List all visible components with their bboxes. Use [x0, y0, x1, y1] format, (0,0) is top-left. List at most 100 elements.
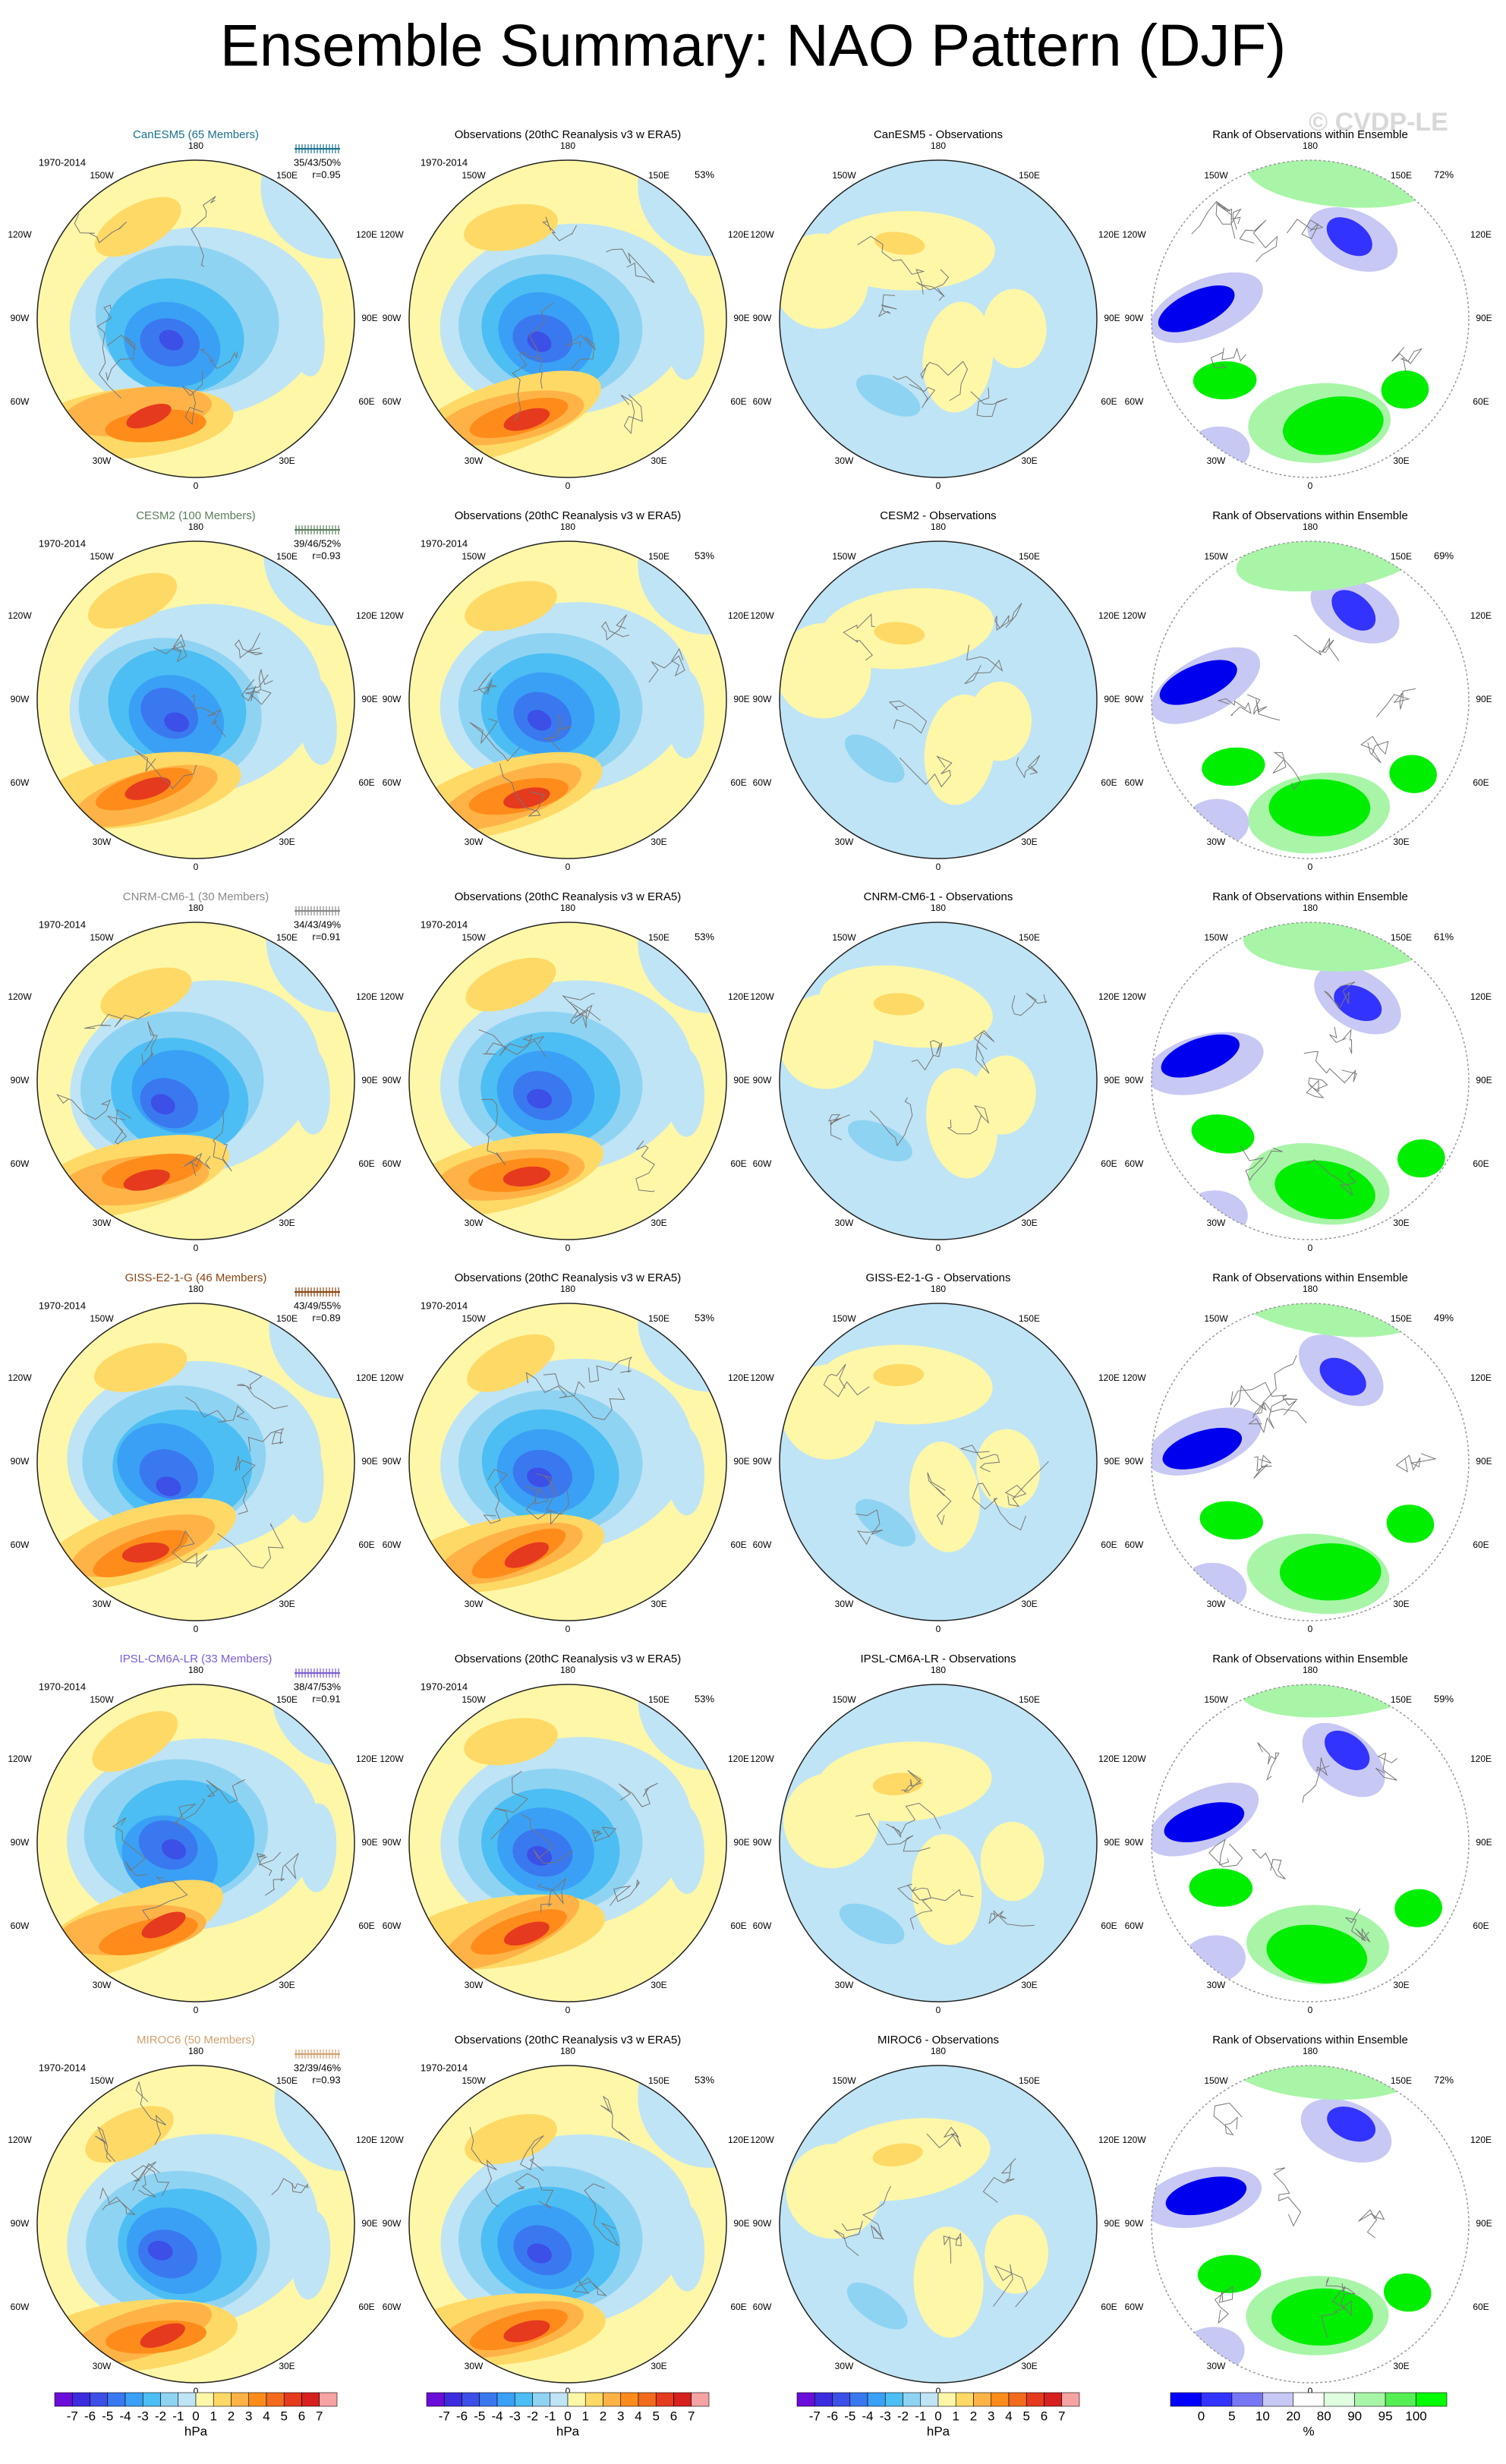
observations-title: Observations (20thC Reanalysis v3 w ERA5…	[455, 890, 681, 903]
coastline	[591, 1826, 617, 1842]
colorbar-box	[1323, 2392, 1355, 2407]
longitude-label: 150W	[90, 1313, 114, 1324]
field-contour	[467, 1334, 555, 1392]
field-contour	[873, 1363, 925, 1387]
longitude-label: 120W	[380, 1753, 404, 1764]
longitude-label: 150E	[276, 1313, 298, 1324]
longitude-label: 90E	[361, 1075, 377, 1085]
colorbar-box	[567, 2392, 586, 2407]
map-outline	[779, 540, 1098, 859]
longitude-label: 60E	[358, 1920, 374, 1931]
coastline	[588, 1356, 633, 1383]
map-outline	[779, 159, 1098, 478]
longitude-label: 30W	[835, 455, 854, 466]
coastline	[584, 2183, 619, 2247]
field-contour	[527, 1467, 553, 1488]
field-contour	[465, 2114, 557, 2165]
colorbar-tick-label: -4	[119, 2409, 131, 2423]
observations-title: Observations (20thC Reanalysis v3 w ERA5…	[455, 1653, 681, 1665]
ensemble-stats: 39/46/52%	[294, 537, 342, 549]
colorbar-tick-label: -2	[527, 2409, 538, 2423]
longitude-label: 180	[931, 140, 946, 151]
map-field	[37, 541, 354, 859]
longitude-label: 120W	[750, 1372, 774, 1383]
colorbar-tick-label: 5	[1228, 2409, 1235, 2423]
longitude-label: 30E	[279, 837, 295, 847]
coastline	[920, 361, 969, 402]
longitude-label: 90W	[753, 2218, 772, 2229]
longitude-label: 60E	[730, 1920, 746, 1931]
longitude-label: 120W	[1122, 1372, 1146, 1383]
coastline	[947, 1104, 990, 1135]
longitude-label: 90E	[733, 1075, 749, 1085]
coastline	[131, 2163, 170, 2197]
map-outline	[36, 540, 355, 859]
longitude-label: 180	[188, 140, 203, 151]
longitude-label: 30W	[1207, 2361, 1226, 2371]
longitude-label: 60W	[1125, 2302, 1144, 2312]
colorbar-tick-label: 2	[970, 2409, 977, 2423]
coastline	[610, 1879, 640, 1906]
coastline	[926, 2126, 962, 2148]
field-contour	[298, 1803, 337, 1892]
longitude-label: 150E	[1391, 551, 1412, 562]
colorbar-box	[691, 2392, 710, 2407]
longitude-label: 0	[936, 862, 941, 872]
coastline	[271, 2178, 309, 2195]
coastline	[1306, 1077, 1328, 1098]
field-contour	[527, 1089, 553, 1109]
longitude-label: 0	[1308, 2386, 1313, 2396]
watermark: © CVDP-LE	[1309, 108, 1448, 137]
longitude-label: 60W	[1125, 396, 1144, 407]
longitude-label: 90W	[383, 694, 402, 704]
rank-percent: 72%	[1434, 2074, 1454, 2085]
longitude-label: 90E	[733, 1837, 749, 1848]
coastline	[823, 1363, 870, 1397]
longitude-label: 60W	[1125, 1539, 1144, 1550]
map-outline	[1151, 159, 1470, 478]
coastline	[1286, 219, 1324, 240]
field-contour	[156, 1476, 181, 1496]
field-contour	[1394, 1889, 1442, 1927]
longitude-label: 120W	[750, 1753, 774, 1764]
coastline	[184, 1152, 211, 1177]
longitude-label: 150W	[90, 932, 114, 943]
field-contour	[985, 2214, 1048, 2294]
coastline	[234, 632, 263, 659]
field-contour	[464, 1718, 558, 1766]
field-contour	[100, 967, 192, 1020]
longitude-label: 30E	[1021, 1980, 1037, 1990]
longitude-label: 30E	[1393, 1599, 1409, 1609]
coastline	[1302, 1757, 1330, 1804]
longitude-label: 180	[188, 521, 203, 532]
colorbar-box	[903, 2392, 922, 2407]
coastline	[827, 1114, 850, 1140]
coastline	[153, 634, 187, 663]
longitude-label: 120E	[1470, 991, 1492, 1002]
coastline	[84, 1011, 150, 1029]
longitude-label: 150W	[462, 1313, 486, 1324]
coastline	[572, 1004, 601, 1028]
longitude-label: 30E	[1393, 1980, 1409, 1990]
colorbar-box	[620, 2392, 639, 2407]
longitude-label: 150E	[276, 2075, 298, 2086]
longitude-label: 30W	[93, 1218, 112, 1228]
longitude-label: 120E	[1470, 610, 1492, 621]
field-contour	[126, 403, 172, 429]
colorbar-box	[867, 2392, 886, 2407]
field-contour	[666, 1805, 705, 1894]
longitude-label: 180	[560, 521, 575, 532]
coastline	[1251, 1849, 1286, 1880]
longitude-label: 90W	[1125, 694, 1144, 704]
colorbar-tick-label: 6	[1041, 2409, 1048, 2423]
field-contour	[968, 681, 1032, 761]
coastline	[469, 718, 520, 762]
field-contour	[1246, 160, 1438, 208]
longitude-label: 120W	[8, 1372, 32, 1383]
longitude-label: 90E	[1104, 313, 1120, 323]
longitude-label: 0	[936, 2386, 941, 2396]
field-contour	[1197, 2254, 1262, 2293]
longitude-label: 180	[931, 1284, 946, 1294]
longitude-label: 90W	[1125, 313, 1144, 323]
longitude-label: 120E	[1098, 229, 1120, 240]
